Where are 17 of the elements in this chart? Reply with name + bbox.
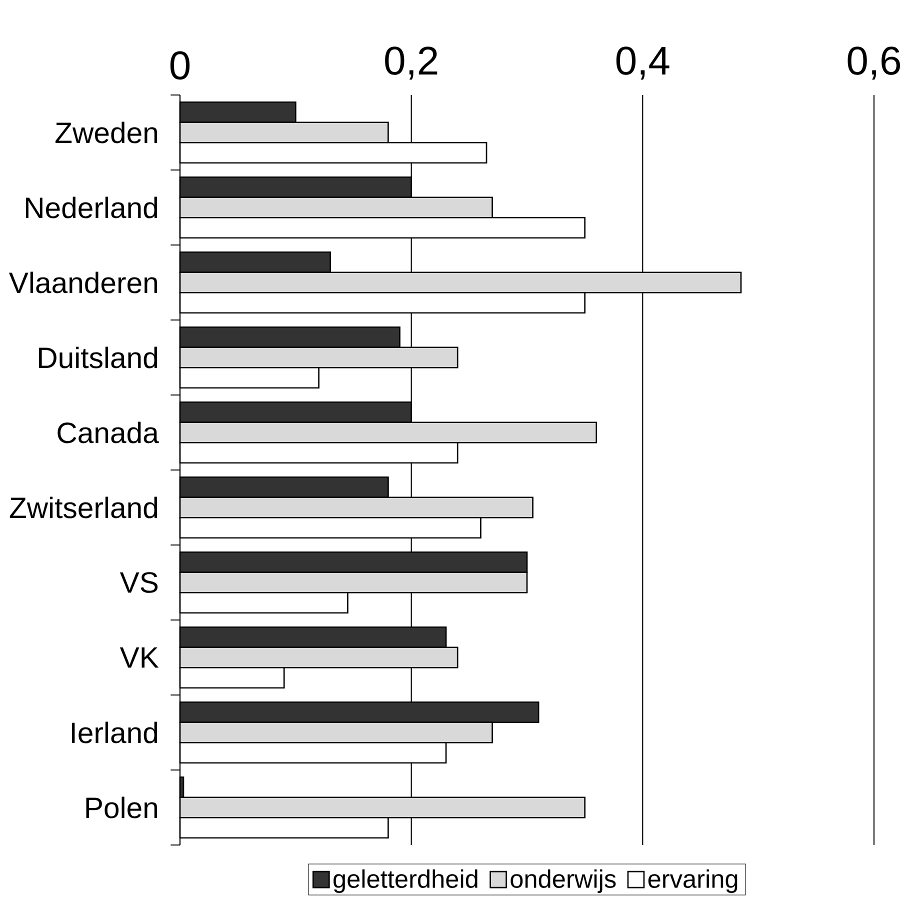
legend-label: geletterdheid bbox=[334, 869, 478, 893]
y-tick-label: VS bbox=[120, 572, 158, 593]
y-tick-label: Vlaanderen bbox=[9, 272, 157, 294]
y-tick-label: Polen bbox=[86, 796, 158, 818]
x-tick-label: 0,2 bbox=[385, 46, 438, 80]
y-tick-label: VK bbox=[120, 647, 159, 668]
legend-label: onderwijs bbox=[510, 869, 616, 893]
x-tick-label: 0,6 bbox=[848, 46, 900, 80]
y-tick-label: Ierland bbox=[72, 722, 158, 744]
y-tick-label: Duitsland bbox=[39, 346, 158, 368]
y-tick-label: Zweden bbox=[56, 122, 158, 144]
x-tick-label: 0 bbox=[170, 51, 190, 80]
legend-label: ervaring bbox=[648, 869, 738, 893]
y-tick-label: Canada bbox=[58, 422, 159, 444]
x-tick-label: 0,4 bbox=[616, 46, 670, 80]
y-tick-label: Zwitserland bbox=[10, 496, 158, 518]
y-tick-label: Nederland bbox=[26, 196, 158, 218]
